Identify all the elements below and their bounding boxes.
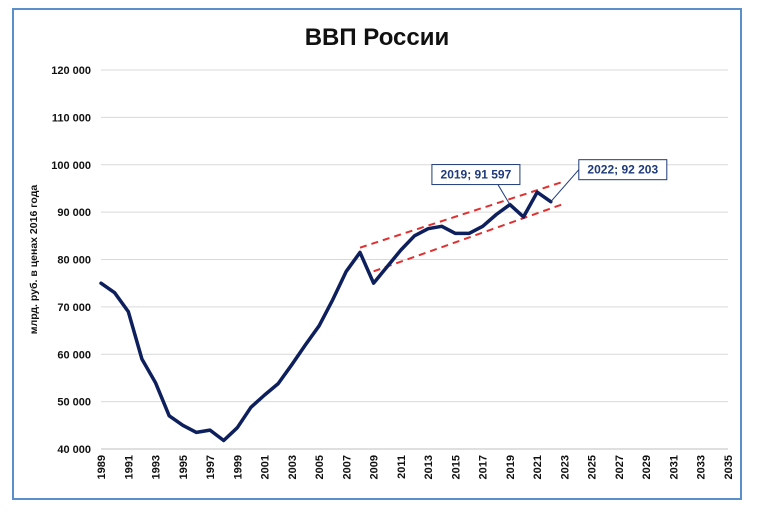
data-callout: 2019; 91 597	[431, 164, 521, 205]
x-tick-label: 2027	[614, 455, 626, 479]
chart-frame: ВВП России	[12, 8, 742, 500]
callout-label: 2022; 92 203	[587, 163, 658, 177]
x-tick-label: 1993	[151, 455, 163, 479]
x-tick-label: 2019	[505, 455, 517, 479]
x-tick-label: 1999	[232, 455, 244, 479]
data-callout: 2022; 92 203	[550, 159, 668, 203]
y-tick-label: 120 000	[51, 65, 91, 77]
x-tick-label: 2035	[723, 455, 735, 479]
x-tick-label: 2011	[396, 455, 408, 479]
x-tick-label: 2029	[641, 455, 653, 479]
x-tick-label: 2007	[341, 455, 353, 479]
x-tick-label: 2003	[287, 455, 299, 479]
x-tick-label: 2005	[314, 455, 326, 479]
gdp-series-line	[99, 190, 553, 443]
x-tick-label: 1997	[205, 455, 217, 479]
chart-title: ВВП России	[304, 24, 450, 51]
x-tick-label: 2031	[668, 455, 680, 479]
y-tick-label: 110 000	[52, 112, 91, 124]
y-tick-label: 100 000	[51, 160, 91, 172]
y-tick-label: 40 000	[57, 444, 91, 456]
y-tick-label: 50 000	[57, 397, 91, 409]
callout-leader	[497, 184, 511, 205]
callout-box	[431, 164, 521, 186]
x-tick-label: 2015	[450, 455, 462, 479]
x-tick-label: 2009	[369, 455, 381, 479]
trend-line	[373, 202, 565, 273]
x-tick-label: 1991	[123, 455, 135, 479]
x-tick-label: 2033	[696, 455, 708, 479]
x-tick-label: 1989	[96, 455, 108, 479]
callout-label: 2019; 91 597	[441, 168, 512, 182]
y-tick-label: 70 000	[57, 302, 91, 314]
y-tick-label: 80 000	[57, 255, 91, 267]
callout-leader	[550, 169, 580, 203]
x-tick-label: 2021	[532, 455, 544, 479]
x-tick-label: 2023	[559, 455, 571, 479]
callout-box	[578, 159, 668, 181]
x-tick-label: 2017	[478, 455, 490, 479]
y-axis-title: млрд. руб. в ценах 2016 года	[28, 185, 40, 335]
x-tick-label: 2025	[587, 455, 599, 479]
y-tick-label: 60 000	[57, 349, 91, 361]
x-tick-label: 2013	[423, 455, 435, 479]
y-tick-label: 90 000	[57, 207, 91, 219]
x-tick-label: 1995	[178, 455, 190, 479]
x-tick-label: 2001	[260, 455, 272, 479]
